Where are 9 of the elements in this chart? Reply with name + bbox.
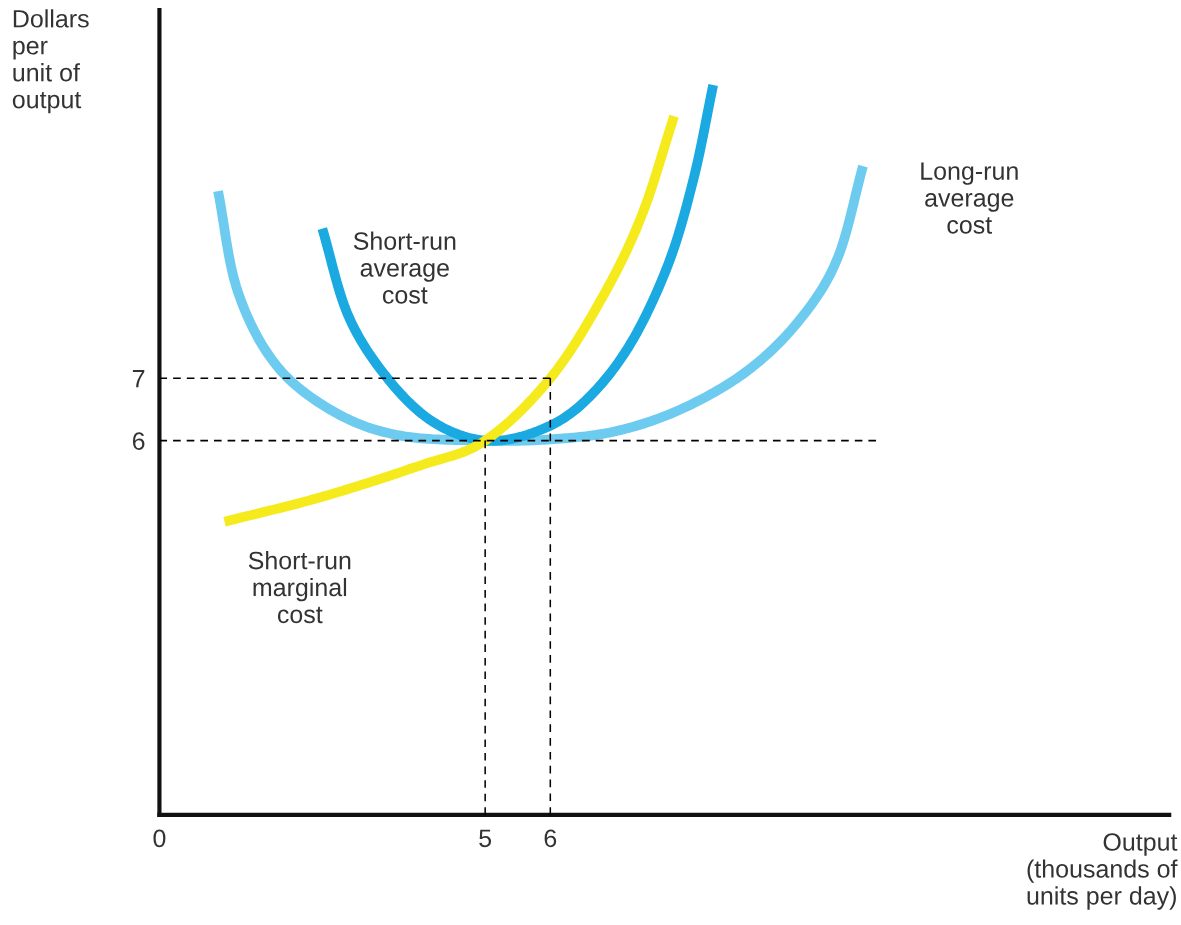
x-tick-label: 0 <box>153 829 166 848</box>
annotation: Short-run average cost <box>353 231 456 304</box>
x-tick-label: 6 <box>544 829 557 848</box>
y-tick-label: 7 <box>132 370 145 388</box>
y-axis-title: Dollars per unit of output <box>12 9 89 114</box>
annotation: Long-run average cost <box>921 162 1018 234</box>
x-axis-title: Output (thousands of units per day) <box>1027 833 1178 910</box>
x-tick-label: 5 <box>479 829 492 848</box>
annotation: Short-run marginal cost <box>248 551 351 624</box>
